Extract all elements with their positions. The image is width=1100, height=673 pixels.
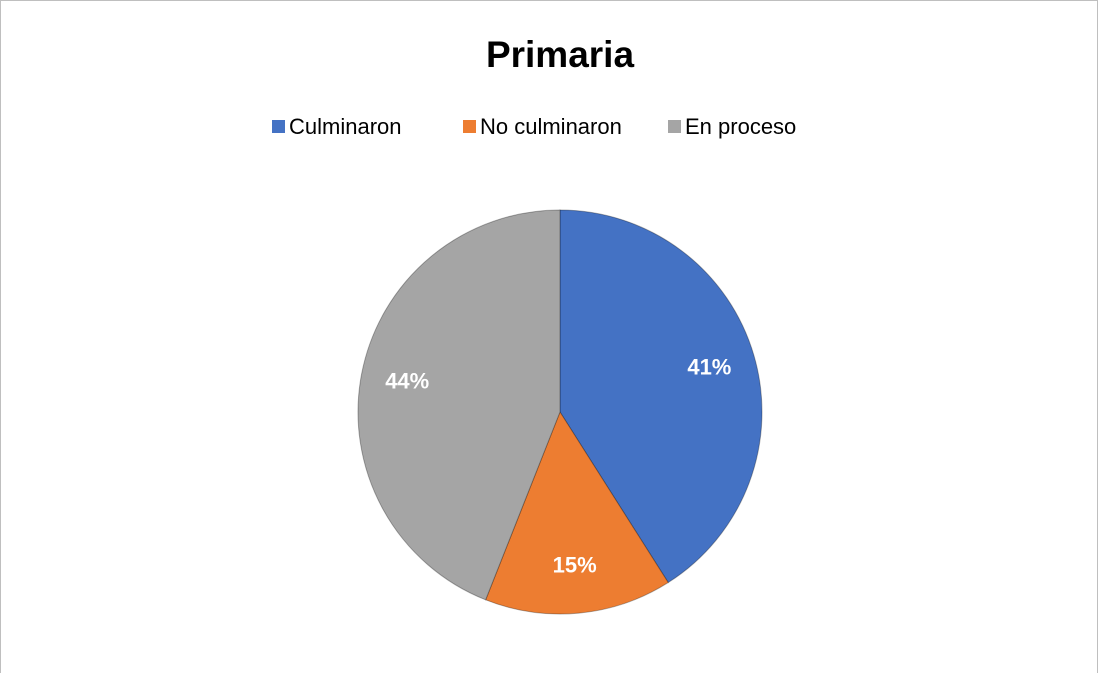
chart-title: Primaria: [486, 34, 635, 75]
legend-swatch: [463, 120, 476, 133]
pie-slice: [484, 410, 669, 615]
legend-swatch: [272, 120, 285, 133]
pie-slice: [357, 209, 561, 601]
pie-slice: [559, 209, 763, 584]
legend-swatch: [668, 120, 681, 133]
data-label: 44%: [385, 369, 429, 394]
legend-label: No culminaron: [480, 114, 622, 139]
data-label: 15%: [553, 553, 597, 578]
data-label: 41%: [687, 354, 731, 379]
legend-label: En proceso: [685, 114, 796, 139]
legend-label: Culminaron: [289, 114, 402, 139]
